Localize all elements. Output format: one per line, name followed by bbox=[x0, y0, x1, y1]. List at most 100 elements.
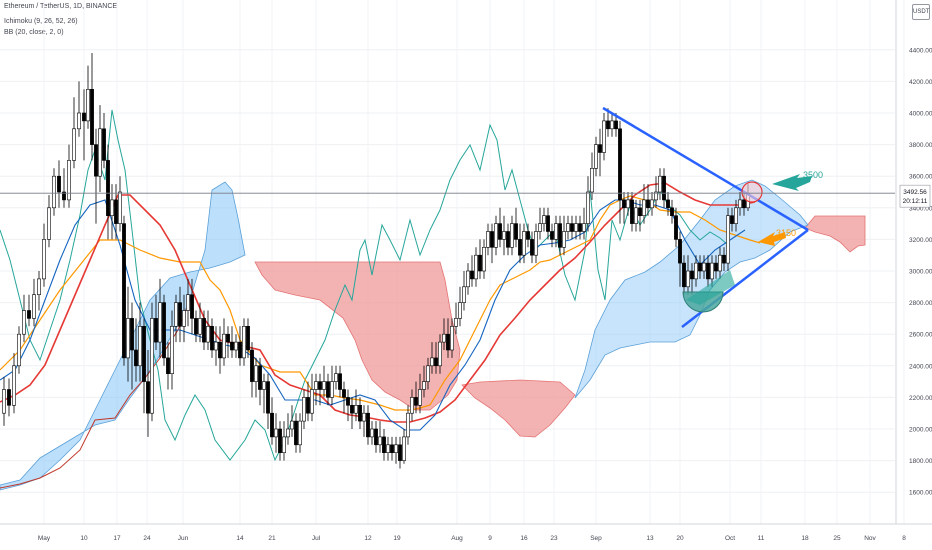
price-tick-label: 2200.00 bbox=[909, 395, 932, 402]
ichimoku-legend[interactable]: Ichimoku (9, 26, 52, 26) bbox=[4, 18, 78, 25]
time-tick-label: 21 bbox=[268, 535, 276, 542]
time-tick-label: 17 bbox=[113, 535, 121, 542]
candle-up bbox=[378, 436, 382, 446]
candle-up bbox=[430, 357, 434, 367]
candle-up bbox=[522, 231, 526, 256]
candle-up bbox=[594, 144, 598, 169]
candle-down bbox=[194, 318, 198, 335]
candle-down bbox=[358, 404, 362, 422]
time-tick-label: 25 bbox=[833, 535, 841, 542]
candle-up bbox=[386, 444, 390, 453]
candle-up bbox=[67, 160, 71, 201]
candle-up bbox=[450, 325, 454, 351]
candle-up bbox=[2, 389, 6, 414]
candle-down bbox=[390, 444, 394, 453]
candle-up bbox=[718, 254, 722, 272]
candle-down bbox=[622, 199, 626, 209]
candle-down bbox=[94, 144, 98, 177]
candle-down bbox=[142, 325, 146, 382]
price-tick-label: 3600.00 bbox=[909, 174, 932, 181]
candle-up bbox=[402, 436, 406, 461]
time-tick-label: 13 bbox=[646, 535, 654, 542]
candle-up bbox=[334, 373, 338, 382]
price-tick-label: 2800.00 bbox=[909, 300, 932, 307]
bottom-highlight-wedge bbox=[686, 270, 735, 305]
candle-up bbox=[310, 389, 314, 414]
candle-up bbox=[32, 294, 36, 319]
candle-up bbox=[542, 215, 546, 224]
price-tick-label: 4200.00 bbox=[909, 79, 932, 86]
candle-up bbox=[566, 223, 570, 232]
candle-up bbox=[274, 428, 278, 438]
time-tick-label: Sep bbox=[590, 535, 602, 542]
candle-down bbox=[350, 404, 354, 414]
orange-arrow-icon bbox=[758, 232, 786, 246]
candle-up bbox=[158, 302, 162, 343]
candle-down bbox=[166, 357, 170, 374]
candle-up bbox=[12, 365, 16, 406]
candle-up bbox=[52, 175, 56, 209]
price-tick-label: 3800.00 bbox=[909, 142, 932, 149]
candle-up bbox=[86, 89, 90, 122]
candle-up bbox=[590, 168, 594, 193]
candle-up bbox=[418, 389, 422, 406]
candle-up bbox=[330, 381, 334, 398]
candle-down bbox=[614, 120, 618, 130]
time-tick-label: 9 bbox=[488, 535, 492, 542]
candle-up bbox=[466, 270, 470, 288]
candle-up bbox=[394, 444, 398, 453]
candle-up bbox=[282, 436, 286, 453]
candle-down bbox=[662, 175, 666, 201]
candle-down bbox=[122, 223, 126, 359]
candle-up bbox=[22, 310, 26, 335]
currency-badge[interactable]: USDT bbox=[912, 4, 930, 20]
symbol-legend[interactable]: Ethereum / TetherUS, 1D, BINANCE bbox=[4, 3, 118, 10]
candle-up bbox=[174, 302, 178, 327]
candle-down bbox=[742, 199, 746, 209]
time-tick-label: 24 bbox=[143, 535, 151, 542]
time-tick-label: Oct bbox=[725, 535, 735, 542]
time-tick-label: 23 bbox=[550, 535, 558, 542]
ichimoku-cloud-bear-1 bbox=[254, 261, 461, 411]
candle-down bbox=[7, 389, 11, 406]
candle-up bbox=[486, 231, 490, 248]
candle-up bbox=[286, 428, 290, 438]
candle-down bbox=[130, 318, 134, 351]
candle-down bbox=[550, 231, 554, 240]
time-tick-label: 10 bbox=[80, 535, 88, 542]
time-tick-label: 18 bbox=[801, 535, 809, 542]
candle-up bbox=[182, 310, 186, 327]
candle-up bbox=[362, 412, 366, 422]
candle-up bbox=[710, 262, 714, 280]
candle-up bbox=[302, 397, 306, 422]
ichimoku-cloud-bear-2 bbox=[461, 379, 576, 438]
candle-down bbox=[202, 318, 206, 343]
candle-down bbox=[646, 199, 650, 209]
candle-up bbox=[72, 128, 76, 161]
candle-up bbox=[734, 207, 738, 224]
candle-down bbox=[258, 365, 262, 390]
candle-down bbox=[366, 412, 370, 438]
price-tick-label: 1800.00 bbox=[909, 458, 932, 465]
candle-down bbox=[238, 341, 242, 359]
candle-up bbox=[474, 254, 478, 280]
triangle-upper-trendline bbox=[602, 106, 809, 232]
candle-down bbox=[154, 318, 158, 343]
candle-up bbox=[422, 381, 426, 390]
candle-up bbox=[534, 231, 538, 256]
bb-legend[interactable]: BB (20, close, 2, 0) bbox=[4, 29, 64, 36]
candle-down bbox=[246, 325, 250, 351]
time-tick-label: 12 bbox=[364, 535, 372, 542]
candles-group bbox=[2, 52, 750, 469]
candle-up bbox=[426, 365, 430, 382]
candle-down bbox=[326, 381, 330, 398]
candle-up bbox=[314, 381, 318, 390]
candle-up bbox=[442, 333, 446, 343]
label-3150: 3150 bbox=[776, 228, 796, 238]
candle-up bbox=[110, 199, 114, 216]
countdown-label: 20:12:11 bbox=[903, 198, 928, 205]
candle-down bbox=[114, 199, 118, 224]
time-tick-label: 20 bbox=[676, 535, 684, 542]
candle-up bbox=[170, 325, 174, 374]
